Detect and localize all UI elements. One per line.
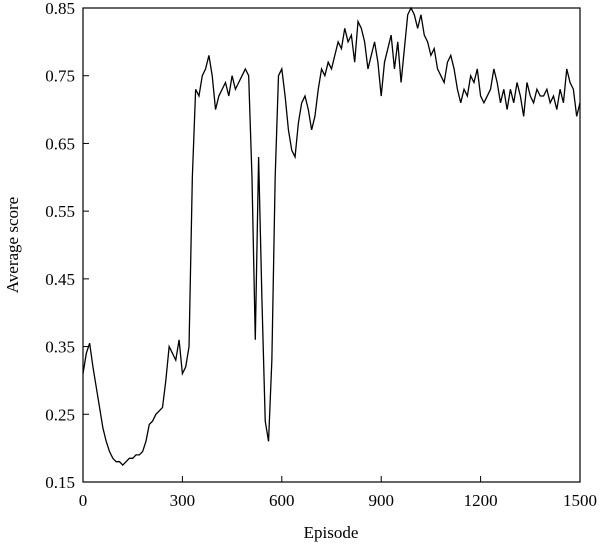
x-tick-label: 600 (269, 491, 295, 510)
plot-frame (82, 7, 581, 483)
x-tick-label: 900 (368, 491, 394, 510)
y-tick-label: 0.75 (45, 67, 75, 86)
y-axis-label: Average score (3, 197, 22, 293)
y-tick-label: 0.65 (45, 134, 75, 153)
y-tick-label: 0.15 (45, 473, 75, 492)
data-line (82, 6, 581, 466)
x-tick-label: 1200 (464, 491, 498, 510)
y-tick-label: 0.35 (45, 338, 75, 357)
x-tick-label: 1500 (563, 491, 597, 510)
y-tick-label: 0.85 (45, 0, 75, 18)
y-tick-label: 0.25 (45, 405, 75, 424)
x-tick-label: 300 (170, 491, 196, 510)
y-tick-label: 0.55 (45, 202, 75, 221)
x-tick-label: 0 (79, 491, 88, 510)
x-axis-label: Episode (304, 523, 359, 542)
y-tick-label: 0.45 (45, 270, 75, 289)
